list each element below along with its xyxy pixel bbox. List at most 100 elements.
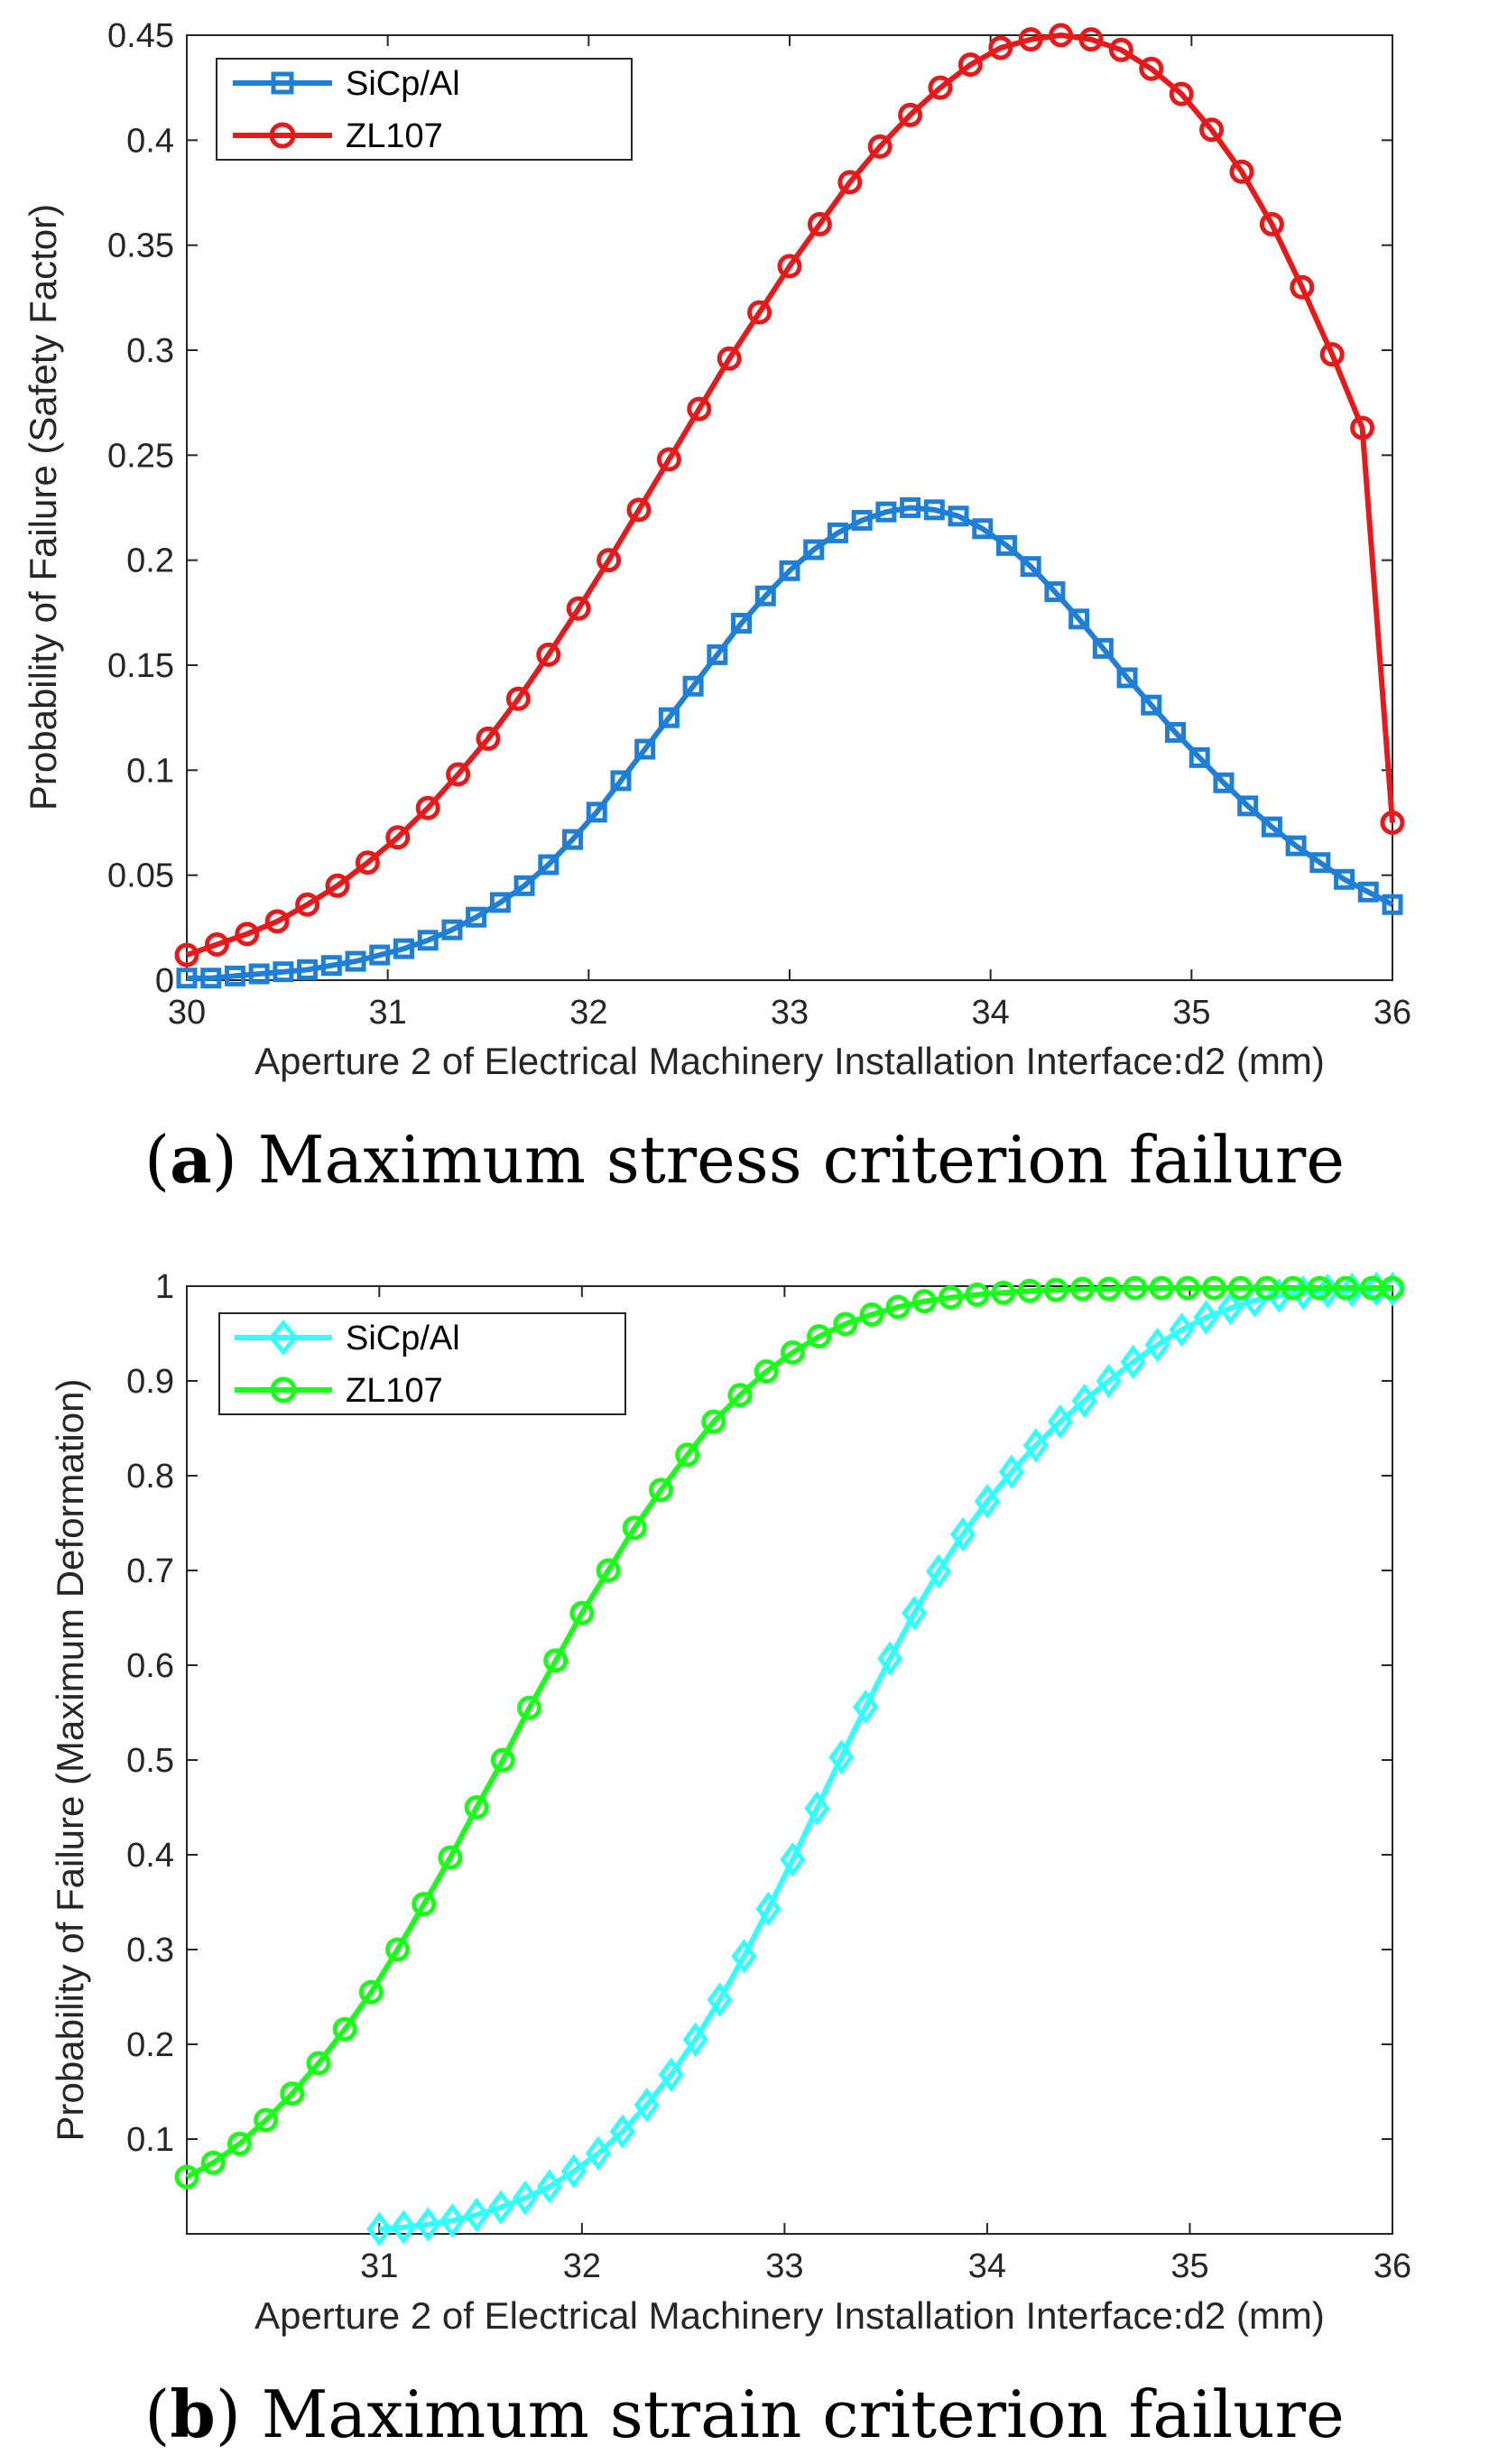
- panel-a-data-point-zl107: [1380, 811, 1405, 835]
- panel-b-data-point-zl107: [569, 1600, 595, 1626]
- panel-a-data-point-zl107: [928, 75, 953, 100]
- panel-b-data-point-zl107: [412, 1892, 437, 1917]
- panel-a-data-point-sicp-al: [923, 499, 945, 521]
- panel-b-data-point-sicp-al: [391, 2209, 417, 2245]
- panel-b-data-point-zl107: [885, 1294, 911, 1320]
- panel-b-data-point-zl107: [1307, 1275, 1332, 1301]
- panel-b-legend-marker-zl107: [270, 1376, 297, 1403]
- panel-b-data-point-zl107: [1175, 1275, 1200, 1301]
- panel-a-data-point-zl107: [1049, 23, 1074, 48]
- panel-a-data-point-sicp-al: [513, 875, 535, 896]
- panel-b-x-tick-label: 36: [1373, 2247, 1411, 2285]
- panel-b-data-point-zl107: [332, 2016, 357, 2042]
- panel-a-data-point-sicp-al: [562, 829, 584, 850]
- panel-b-data-point-zl107: [1017, 1278, 1042, 1303]
- panel-b-chart: 31 32 33 34 35 36 0.1 0.2 0.3 0.4 0.5 0.6 0.7 0.8 0.9…: [49, 1268, 1411, 2452]
- panel-b-data-point-zl107: [464, 1795, 489, 1820]
- panel-b-data-point-sicp-al: [804, 1791, 830, 1826]
- panel-a-data-point-sicp-al: [1068, 608, 1090, 630]
- panel-b-data-point-sicp-al: [974, 1484, 1001, 1519]
- panel-a-series-line-zl107: [186, 32, 1395, 958]
- panel-a-chart: 30 31 32 33 34 35 36 0 0.05 0.1 0.15 0.2 0.25 0.3 0.3…: [22, 17, 1411, 1198]
- panel-b-data-point-sicp-al: [536, 2169, 563, 2204]
- panel-b-y-axis-label: Probability of Failure (Maximum Deformat…: [49, 1379, 91, 2142]
- panel-a-data-point-sicp-al: [634, 738, 656, 760]
- panel-a-data-point-zl107: [898, 102, 923, 127]
- panel-a-data-point-zl107: [446, 762, 471, 787]
- panel-a-data-point-sicp-al: [875, 501, 897, 523]
- panel-a-data-point-sicp-al: [1020, 556, 1041, 578]
- panel-b-y-tick-label: 0.4: [126, 1837, 174, 1875]
- panel-a-data-point-zl107: [355, 850, 380, 875]
- panel-a-data-point-sicp-al: [1382, 894, 1403, 915]
- panel-b-y-tick-label: 0.5: [126, 1742, 174, 1780]
- panel-b-y-tick-label: 0.1: [126, 2121, 174, 2159]
- panel-b-data-point-sicp-al: [949, 1516, 976, 1552]
- panel-b-data-point-zl107: [543, 1648, 569, 1673]
- panel-a-data-point-zl107: [1259, 211, 1284, 236]
- panel-b-data-point-zl107: [1333, 1275, 1358, 1301]
- panel-b-data-point-sicp-al: [609, 2114, 635, 2149]
- panel-b-data-point-zl107: [227, 2131, 252, 2156]
- panel-b-data-point-sicp-al: [658, 2057, 684, 2092]
- panel-b-x-tick-label: 35: [1170, 2247, 1208, 2285]
- panel-b-y-tick-label: 0.3: [126, 1931, 174, 1969]
- panel-a-y-tick-label: 0.2: [126, 542, 174, 580]
- panel-b-data-point-sicp-al: [1096, 1363, 1122, 1399]
- panel-b-data-point-zl107: [1254, 1275, 1280, 1301]
- panel-a-data-point-zl107: [867, 134, 892, 159]
- panel-b-data-point-zl107: [939, 1285, 964, 1311]
- panel-a-data-point-zl107: [415, 795, 440, 820]
- panel-b-data-point-sicp-al: [755, 1891, 781, 1927]
- panel-b-data-point-sicp-al: [1169, 1312, 1195, 1348]
- panel-a-data-point-zl107: [1229, 159, 1254, 184]
- panel-b-data-point-zl107: [727, 1383, 753, 1408]
- panel-a-legend-marker-zl107: [269, 122, 296, 149]
- panel-b-data-point-sicp-al: [682, 2022, 708, 2057]
- panel-b-y-tick-label: 0.9: [126, 1363, 174, 1401]
- panel-b-data-point-sicp-al: [487, 2190, 514, 2225]
- panel-a-data-point-sicp-al: [900, 497, 921, 518]
- panel-a-data-point-sicp-al: [466, 906, 487, 928]
- panel-b-data-point-sicp-al: [512, 2180, 539, 2216]
- panel-a-plot-frame: [186, 34, 1393, 981]
- panel-a-data-point-sicp-al: [224, 965, 245, 987]
- panel-a-data-point-sicp-al: [320, 955, 342, 977]
- panel-a-y-tick-label: 0.4: [126, 122, 174, 160]
- panel-a-data-point-zl107: [505, 686, 531, 711]
- panel-b-data-point-zl107: [780, 1340, 805, 1365]
- panel-b-data-point-zl107: [1069, 1276, 1095, 1301]
- panel-b-data-point-sicp-al: [901, 1596, 928, 1631]
- panel-b-x-tick-label: 31: [360, 2247, 398, 2285]
- panel-a-data-point-zl107: [747, 300, 772, 325]
- panel-a-data-point-sicp-al: [297, 959, 319, 980]
- panel-b-data-point-zl107: [1096, 1276, 1122, 1301]
- panel-b-data-point-sicp-al: [853, 1689, 879, 1725]
- panel-a-x-tick-label: 34: [972, 994, 1010, 1032]
- panel-b-legend-label-zl107: ZL107: [346, 1372, 443, 1410]
- panel-a-x-axis-label: Aperture 2 of Electrical Machinery Insta…: [254, 1040, 1325, 1082]
- panel-b-caption: (b) Maximum strain criterion failure: [144, 2376, 1344, 2452]
- panel-a-data-point-zl107: [235, 922, 260, 947]
- panel-a-data-point-sicp-al: [489, 892, 511, 913]
- panel-a-legend-marker-sicp: [271, 71, 294, 95]
- panel-a-data-point-zl107: [385, 825, 411, 850]
- panel-a-data-point-sicp-al: [1237, 795, 1259, 817]
- panel-a-data-point-sicp-al: [851, 509, 873, 531]
- panel-a-y-axis-label: Probability of Failure (Safety Factor): [22, 204, 64, 811]
- panel-a-data-point-zl107: [626, 497, 652, 523]
- panel-b-x-tick-label: 33: [765, 2247, 803, 2285]
- panel-a-y-tick-label: 0: [155, 962, 174, 1000]
- panel-a-x-tick-label: 33: [771, 994, 809, 1032]
- panel-a-data-point-zl107: [1199, 117, 1225, 143]
- panel-a-data-point-zl107: [295, 892, 320, 917]
- panel-a-data-point-sicp-al: [1261, 816, 1282, 838]
- panel-b-data-point-sicp-al: [877, 1641, 903, 1676]
- panel-b-data-point-sicp-al: [585, 2135, 611, 2171]
- panel-b-y-tick-label: 0.6: [126, 1647, 174, 1685]
- panel-b-data-point-zl107: [200, 2150, 226, 2175]
- panel-a-data-point-zl107: [536, 642, 561, 667]
- panel-a-y-tick-label: 0.3: [126, 332, 174, 370]
- panel-b-caption-letter: b: [170, 2376, 215, 2452]
- panel-b-data-point-sicp-al: [828, 1739, 855, 1775]
